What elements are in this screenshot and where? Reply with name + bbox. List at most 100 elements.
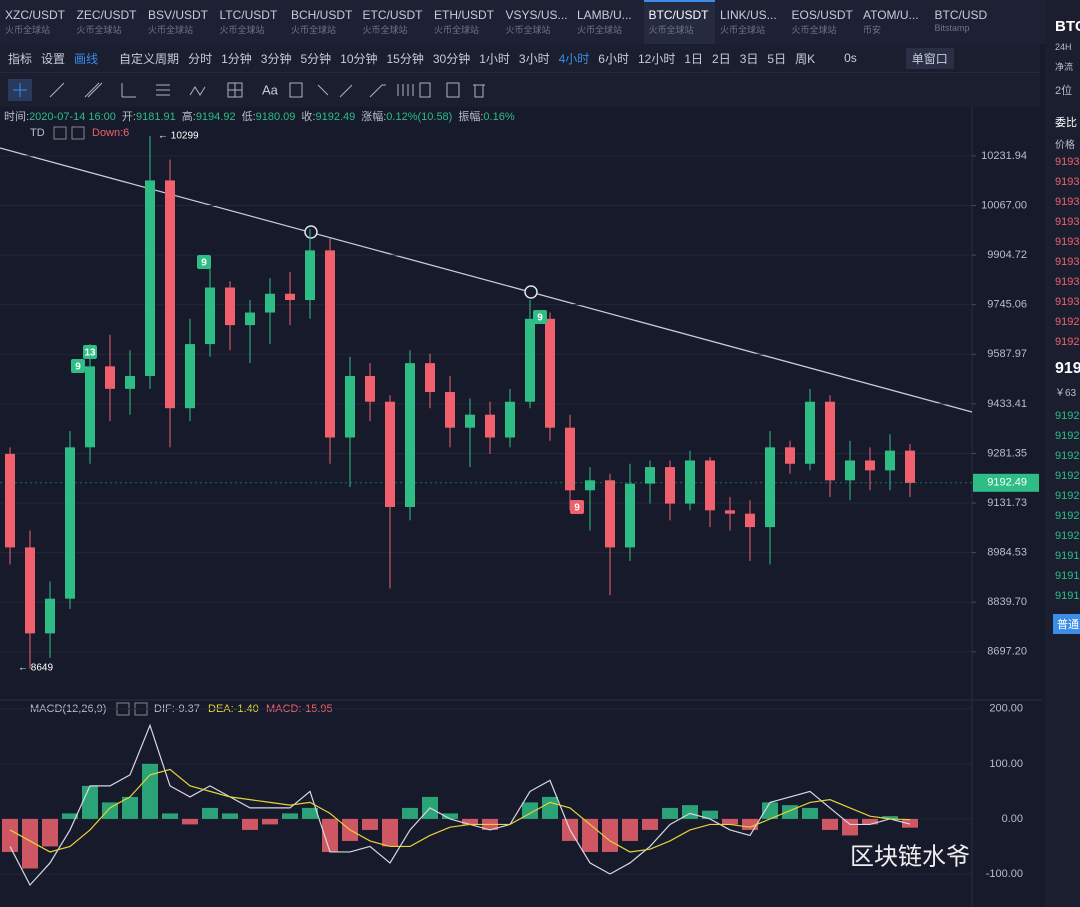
y-tick-label: 0.00 <box>1002 813 1023 825</box>
period[interactable]: 5日 <box>767 51 787 66</box>
macd-bar <box>402 807 418 819</box>
info-label: 低: <box>241 111 256 123</box>
candle-body <box>5 453 15 548</box>
close-icon[interactable] <box>71 126 85 140</box>
custom-period[interactable]: 自定义周期 <box>119 51 180 66</box>
y-tick-label: 9281.35 <box>987 447 1027 459</box>
tab[interactable]: BTC/USD Bitstamp <box>930 0 1002 44</box>
tab[interactable]: ETH/USDT 火币全球站 <box>429 0 501 44</box>
candle-body <box>225 287 235 326</box>
macd-bar <box>202 807 218 819</box>
side-text: 919 <box>1055 360 1080 377</box>
y-tick-label: 9745.06 <box>987 299 1027 311</box>
tab[interactable]: LTC/USDT 火币全球站 <box>215 0 287 44</box>
tab-name: ETH/USDT <box>434 8 494 22</box>
period[interactable]: 6小时 <box>598 51 629 66</box>
td-count: 9 <box>574 503 580 514</box>
window-select[interactable]: 单窗口 <box>905 47 954 69</box>
high-label: ← 10299 <box>158 131 199 142</box>
side-text: 9193 <box>1055 296 1080 308</box>
y-tick-label: 100.00 <box>989 758 1023 770</box>
period[interactable]: 12小时 <box>637 51 676 66</box>
candle-body <box>785 447 795 464</box>
macd-bar <box>842 818 858 836</box>
period[interactable]: 周K <box>795 51 816 66</box>
td-badge <box>71 359 85 373</box>
drawing-tools: Aa <box>0 72 1040 107</box>
period[interactable]: 30分钟 <box>432 51 471 66</box>
candle-body <box>745 513 755 528</box>
macd-bar <box>22 818 38 869</box>
side-text: 9192 <box>1055 490 1080 502</box>
tab[interactable]: VSYS/US... 火币全球站 <box>501 0 573 44</box>
candle-body <box>65 447 75 599</box>
macd-bar <box>162 813 178 819</box>
period[interactable]: 4小时 <box>558 51 590 66</box>
period[interactable]: 1小时 <box>479 51 510 66</box>
indicators-button[interactable]: 指标 <box>8 51 33 66</box>
side-text: 9192 <box>1055 316 1080 328</box>
macd-bar <box>702 810 718 819</box>
y-tick-label: 9433.41 <box>987 398 1027 410</box>
tab[interactable]: ATOM/U... 币安 <box>858 0 930 44</box>
macd-bar <box>82 785 98 819</box>
candle-body <box>385 401 395 507</box>
side-text: 9192 <box>1055 530 1080 542</box>
candle-body <box>245 312 255 326</box>
settings-icon[interactable] <box>53 126 67 140</box>
tab[interactable]: BSV/USDT 火币全球站 <box>143 0 215 44</box>
period[interactable]: 2日 <box>712 51 731 66</box>
candle-body <box>365 375 375 402</box>
period[interactable]: 1日 <box>684 51 704 66</box>
tab[interactable]: ETC/USDT 火币全球站 <box>358 0 430 44</box>
macd-bar <box>122 796 138 819</box>
tab[interactable]: EOS/USDT 火币全球站 <box>787 0 859 44</box>
y-tick-label: 9587.97 <box>987 348 1027 360</box>
td-count: 9 <box>537 313 543 324</box>
period[interactable]: 3分钟 <box>260 51 292 66</box>
macd-bar <box>662 807 678 819</box>
period[interactable]: 3日 <box>739 51 759 66</box>
tab[interactable]: BTC/USDT 火币全球站 <box>643 0 715 44</box>
tool-glyphs[interactable] <box>289 82 485 98</box>
period[interactable]: 1分钟 <box>221 51 252 66</box>
tool-glyphs[interactable] <box>49 82 243 98</box>
side-text: 9193 <box>1055 276 1080 288</box>
period[interactable]: 5分钟 <box>300 51 332 66</box>
tab-exchange: 火币全球站 <box>291 25 337 35</box>
settings-button[interactable]: 设置 <box>41 51 66 66</box>
y-tick-label: 200.00 <box>989 703 1023 715</box>
macd-bar <box>42 818 58 847</box>
candle-body <box>725 510 735 514</box>
draw-button[interactable]: 画线 <box>74 51 99 66</box>
info-label: 涨幅: <box>361 111 387 123</box>
period[interactable]: 分时 <box>188 51 213 66</box>
tab[interactable]: ZEC/USDT 火币全球站 <box>72 0 144 44</box>
y-tick-label: 8984.53 <box>987 547 1027 559</box>
macd-bar <box>262 818 278 825</box>
side-text[interactable]: 普通 <box>1053 614 1080 634</box>
text-tool[interactable]: Aa <box>262 82 279 97</box>
macd-bar <box>382 818 398 847</box>
period[interactable]: 3小时 <box>518 51 550 66</box>
chart: TD Down:6 MACD(12,26,9) DIF:-9.37 DEA:-1… <box>0 105 1042 907</box>
tab[interactable]: BCH/USDT 火币全球站 <box>286 0 358 44</box>
td-name: TD <box>30 127 45 139</box>
tab[interactable]: LAMB/U... 火币全球站 <box>572 0 644 44</box>
macd-bar <box>622 818 638 841</box>
tab-name: LINK/US... <box>720 8 777 22</box>
macd-bar <box>322 818 338 852</box>
td-count: 13 <box>84 348 96 359</box>
info-value: 9180.09 <box>255 111 296 123</box>
candle-body <box>565 427 575 491</box>
period[interactable]: 10分钟 <box>340 51 378 66</box>
candle-body <box>25 547 35 634</box>
macd-bar <box>542 796 558 819</box>
period[interactable]: 15分钟 <box>386 51 424 66</box>
macd-bar <box>742 818 758 830</box>
candle-body <box>325 250 335 438</box>
tab[interactable]: XZC/USDT 火币全球站 <box>0 0 72 44</box>
side-text: 9193 <box>1055 156 1080 168</box>
tab[interactable]: LINK/US... 火币全球站 <box>715 0 787 44</box>
tab-name: LTC/USDT <box>219 8 278 22</box>
